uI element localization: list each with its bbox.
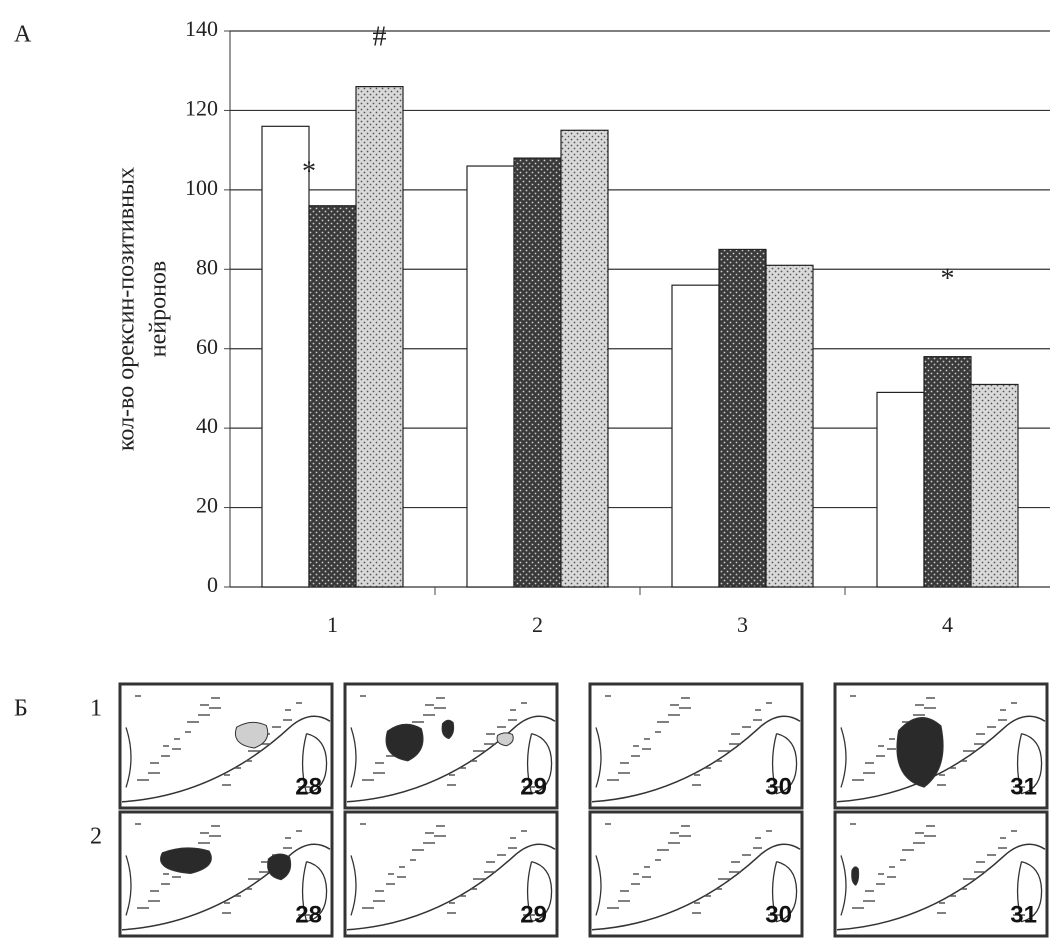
bar bbox=[877, 392, 924, 587]
section-number: 28 bbox=[295, 773, 322, 800]
page: А кол-во орексин-позитивных нейронов Б 0… bbox=[0, 0, 1056, 950]
panel-label: Б bbox=[14, 696, 28, 722]
y-axis-label: кол-во орексин-позитивных bbox=[114, 167, 140, 451]
section-number: 28 bbox=[295, 901, 322, 928]
panel-label: А bbox=[14, 22, 32, 48]
bar bbox=[924, 357, 971, 587]
section-number: 29 bbox=[520, 901, 547, 928]
y-tick-label: 80 bbox=[196, 254, 218, 279]
figure: А кол-во орексин-позитивных нейронов Б 0… bbox=[0, 0, 1056, 945]
y-tick-label: 140 bbox=[185, 16, 218, 41]
bar bbox=[514, 158, 561, 587]
section-number: 31 bbox=[1010, 901, 1037, 928]
bar bbox=[309, 206, 356, 587]
section-number: 31 bbox=[1010, 773, 1037, 800]
atlas-section: 29 bbox=[345, 812, 557, 936]
annotation: * bbox=[941, 264, 955, 295]
row-label: 1 bbox=[90, 696, 102, 722]
atlas-section: 30 bbox=[590, 684, 802, 808]
atlas-section: 30 bbox=[590, 812, 802, 936]
section-number: 30 bbox=[765, 773, 792, 800]
highlighted-region bbox=[497, 733, 513, 746]
section-number: 29 bbox=[520, 773, 547, 800]
bar bbox=[356, 87, 403, 587]
bar bbox=[561, 130, 608, 587]
highlighted-region bbox=[852, 867, 859, 885]
bar bbox=[719, 249, 766, 587]
atlas-section: 28 bbox=[120, 812, 332, 936]
x-tick-label: 3 bbox=[737, 612, 748, 637]
annotation: * bbox=[302, 156, 316, 187]
atlas-section: 31 bbox=[835, 684, 1047, 808]
y-tick-label: 0 bbox=[207, 572, 218, 597]
highlighted-region bbox=[442, 720, 454, 738]
atlas-section: 29 bbox=[345, 684, 557, 808]
y-tick-label: 20 bbox=[196, 493, 218, 518]
bar bbox=[467, 166, 514, 587]
y-tick-label: 120 bbox=[185, 95, 218, 120]
bar bbox=[672, 285, 719, 587]
bar bbox=[971, 384, 1018, 587]
x-tick-label: 4 bbox=[942, 612, 953, 637]
y-tick-label: 40 bbox=[196, 413, 218, 438]
x-tick-label: 2 bbox=[532, 612, 543, 637]
bar bbox=[766, 265, 813, 587]
bar bbox=[262, 126, 309, 587]
y-tick-label: 60 bbox=[196, 334, 218, 359]
atlas-section: 28 bbox=[120, 684, 332, 808]
atlas-section: 31 bbox=[835, 812, 1047, 936]
y-tick-label: 100 bbox=[185, 175, 218, 200]
row-label: 2 bbox=[90, 824, 102, 850]
y-axis-label: нейронов bbox=[146, 261, 172, 358]
x-tick-label: 1 bbox=[327, 612, 338, 637]
section-number: 30 bbox=[765, 901, 792, 928]
annotation: # bbox=[373, 21, 387, 52]
